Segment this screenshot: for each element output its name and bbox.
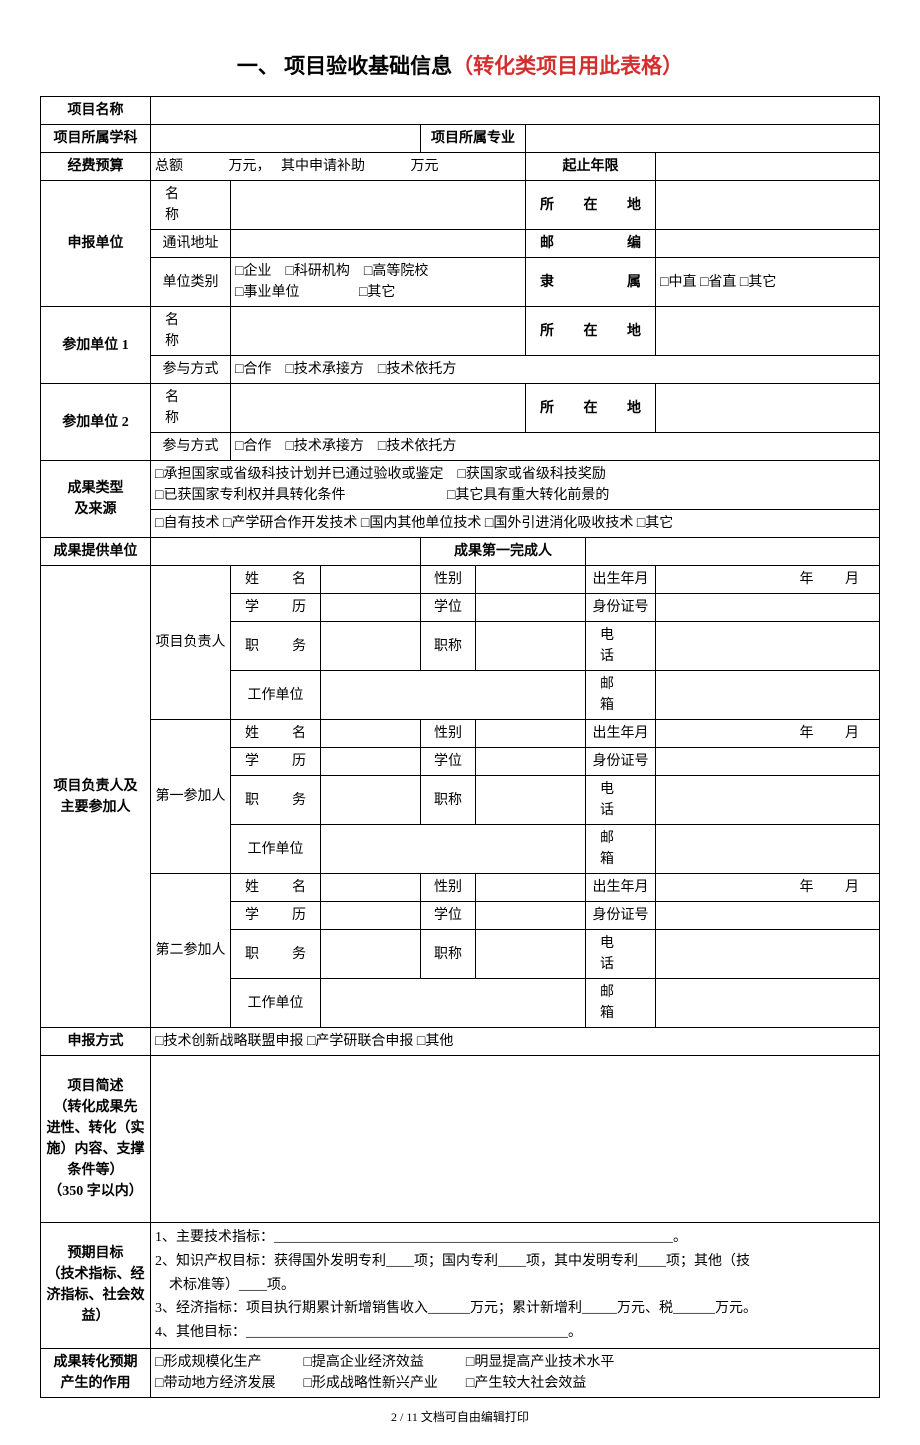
field-p2-gender[interactable] bbox=[476, 874, 586, 902]
label-start-end: 起止年限 bbox=[526, 153, 656, 181]
field-p2-edu[interactable] bbox=[321, 902, 421, 930]
field-pi-title[interactable] bbox=[476, 622, 586, 671]
field-partner1-loc[interactable] bbox=[656, 307, 880, 356]
field-p1-edu[interactable] bbox=[321, 748, 421, 776]
label-first-completer: 成果第一完成人 bbox=[421, 538, 586, 566]
field-org-name[interactable] bbox=[231, 181, 526, 230]
label-org-name: 名 称 bbox=[151, 181, 231, 230]
field-p2-phone[interactable] bbox=[656, 930, 880, 979]
label-partner2: 参加单位 2 bbox=[41, 384, 151, 461]
field-p1-phone[interactable] bbox=[656, 776, 880, 825]
field-apply-mode[interactable]: □技术创新战略联盟申报 □产学研联合申报 □其他 bbox=[151, 1028, 880, 1056]
label-budget: 经费预算 bbox=[41, 153, 151, 181]
label-pi: 项目负责人 bbox=[151, 566, 231, 720]
field-org-type[interactable]: □企业 □科研机构 □高等院校 □事业单位 □其它 bbox=[231, 258, 526, 307]
field-location[interactable] bbox=[656, 181, 880, 230]
label-project-name: 项目名称 bbox=[41, 97, 151, 125]
field-p1-id[interactable] bbox=[656, 748, 880, 776]
field-pi-edu[interactable] bbox=[321, 594, 421, 622]
field-p2-email[interactable] bbox=[656, 979, 880, 1028]
field-discipline[interactable] bbox=[151, 125, 421, 153]
label-major: 项目所属专业 bbox=[421, 125, 526, 153]
field-p2-name[interactable] bbox=[321, 874, 421, 902]
field-p2-duty[interactable] bbox=[321, 930, 421, 979]
field-p1-gender[interactable] bbox=[476, 720, 586, 748]
label-p2: 第二参加人 bbox=[151, 874, 231, 1028]
field-result-provider[interactable] bbox=[151, 538, 421, 566]
field-result-type1[interactable]: □承担国家或省级科技计划并已通过验收或鉴定 □获国家或省级科技奖励 □已获国家专… bbox=[151, 461, 880, 510]
field-p1-degree[interactable] bbox=[476, 748, 586, 776]
field-p2-birth[interactable]: 年 月 bbox=[656, 874, 880, 902]
label-result-provider: 成果提供单位 bbox=[41, 538, 151, 566]
field-postcode[interactable] bbox=[656, 230, 880, 258]
field-pi-gender[interactable] bbox=[476, 566, 586, 594]
label-result-type: 成果类型 及来源 bbox=[41, 461, 151, 538]
page-title: 一、 项目验收基础信息（转化类项目用此表格） bbox=[40, 50, 880, 80]
field-effect[interactable]: □形成规模化生产 □提高企业经济效益 □明显提高产业技术水平 □带动地方经济发展… bbox=[151, 1348, 880, 1397]
field-pi-birth[interactable]: 年 月 bbox=[656, 566, 880, 594]
label-org-type: 单位类别 bbox=[151, 258, 231, 307]
field-p1-duty[interactable] bbox=[321, 776, 421, 825]
page-footer: 2 / 11 文档可自由编辑打印 bbox=[40, 1408, 880, 1425]
field-affiliation[interactable]: □中直 □省直 □其它 bbox=[656, 258, 880, 307]
label-postcode: 邮 编 bbox=[526, 230, 656, 258]
field-p2-workunit[interactable] bbox=[321, 979, 586, 1028]
field-pi-workunit[interactable] bbox=[321, 671, 586, 720]
field-pi-duty[interactable] bbox=[321, 622, 421, 671]
field-pi-name[interactable] bbox=[321, 566, 421, 594]
label-brief: 项目简述 （转化成果先 进性、转化（实 施）内容、支撑 条件等） （350 字以… bbox=[41, 1056, 151, 1223]
field-first-completer[interactable] bbox=[586, 538, 880, 566]
field-p1-email[interactable] bbox=[656, 825, 880, 874]
label-pi-section: 项目负责人及 主要参加人 bbox=[41, 566, 151, 1028]
field-p2-title[interactable] bbox=[476, 930, 586, 979]
form-table: 项目名称 项目所属学科 项目所属专业 经费预算 总额 万元， 其中申请补助 万元… bbox=[40, 96, 880, 1398]
field-goals[interactable]: 1、主要技术指标：_______________________________… bbox=[151, 1223, 880, 1349]
field-start-end[interactable] bbox=[656, 153, 880, 181]
label-discipline: 项目所属学科 bbox=[41, 125, 151, 153]
field-major[interactable] bbox=[526, 125, 880, 153]
field-partner1-name[interactable] bbox=[231, 307, 526, 356]
label-affiliation: 隶 属 bbox=[526, 258, 656, 307]
field-pi-email[interactable] bbox=[656, 671, 880, 720]
field-pi-degree[interactable] bbox=[476, 594, 586, 622]
field-brief[interactable] bbox=[151, 1056, 880, 1223]
label-location: 所在地 bbox=[526, 181, 656, 230]
label-apply-mode: 申报方式 bbox=[41, 1028, 151, 1056]
field-p1-birth[interactable]: 年 月 bbox=[656, 720, 880, 748]
field-partner1-mode[interactable]: □合作 □技术承接方 □技术依托方 bbox=[231, 356, 880, 384]
field-p2-degree[interactable] bbox=[476, 902, 586, 930]
label-addr: 通讯地址 bbox=[151, 230, 231, 258]
field-pi-id[interactable] bbox=[656, 594, 880, 622]
field-result-type2[interactable]: □自有技术 □产学研合作开发技术 □国内其他单位技术 □国外引进消化吸收技术 □… bbox=[151, 510, 880, 538]
label-effect: 成果转化预期 产生的作用 bbox=[41, 1348, 151, 1397]
label-partner1: 参加单位 1 bbox=[41, 307, 151, 384]
field-p2-id[interactable] bbox=[656, 902, 880, 930]
label-p1: 第一参加人 bbox=[151, 720, 231, 874]
field-p1-workunit[interactable] bbox=[321, 825, 586, 874]
label-goals: 预期目标 （技术指标、经 济指标、社会效 益） bbox=[41, 1223, 151, 1349]
field-addr[interactable] bbox=[231, 230, 526, 258]
field-pi-phone[interactable] bbox=[656, 622, 880, 671]
field-budget[interactable]: 总额 万元， 其中申请补助 万元 bbox=[151, 153, 526, 181]
field-p1-name[interactable] bbox=[321, 720, 421, 748]
label-apply-org: 申报单位 bbox=[41, 181, 151, 307]
field-partner2-loc[interactable] bbox=[656, 384, 880, 433]
field-project-name[interactable] bbox=[151, 97, 880, 125]
field-p1-title[interactable] bbox=[476, 776, 586, 825]
field-partner2-mode[interactable]: □合作 □技术承接方 □技术依托方 bbox=[231, 433, 880, 461]
field-partner2-name[interactable] bbox=[231, 384, 526, 433]
